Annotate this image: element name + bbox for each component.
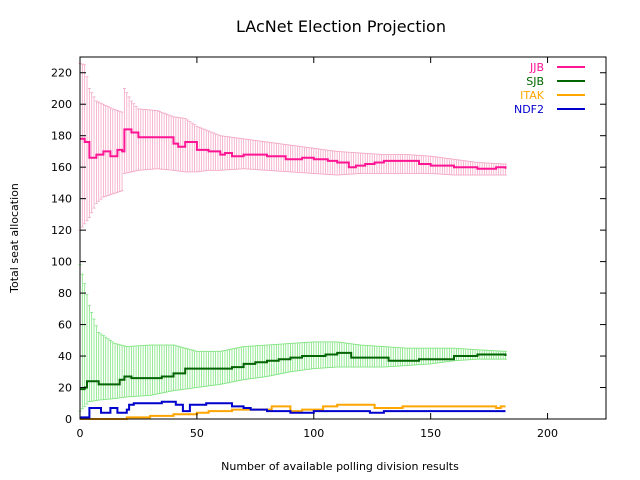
itak-series-line (80, 403, 506, 420)
y-tick-label: 160 (51, 161, 72, 174)
y-tick-label: 140 (51, 193, 72, 206)
x-tick-label: 100 (303, 427, 324, 440)
x-tick-label: 0 (77, 427, 84, 440)
series-lines-group (80, 128, 507, 420)
sjb-error-bars (78, 264, 507, 412)
y-tick-label: 180 (51, 130, 72, 143)
y-tick-label: 120 (51, 224, 72, 237)
y-tick-label: 0 (65, 413, 72, 426)
jjb-series-line (80, 128, 507, 170)
plot-frame (79, 56, 607, 420)
y-tick-label: 60 (58, 319, 72, 332)
x-axis-label: Number of available polling division res… (221, 460, 459, 473)
y-tick-label: 100 (51, 256, 72, 269)
chart-title: LAcNet Election Projection (236, 17, 446, 36)
y-tick-label: 80 (58, 287, 72, 300)
jjb-error-bars (78, 62, 507, 231)
legend-label-itak: ITAK (520, 89, 545, 102)
y-tick-label: 200 (51, 98, 72, 111)
y-tick-label: 20 (58, 382, 72, 395)
sjb-series-line (80, 351, 507, 391)
y-tick-label: 40 (58, 350, 72, 363)
y-tick-label: 220 (51, 67, 72, 80)
x-tick-label: 150 (420, 427, 441, 440)
ticks-group: 0 50 100 150 200 0 20 40 60 80 100 120 140 160 180 200 2… (51, 57, 606, 440)
legend-label-jjb: JJB (529, 61, 544, 74)
ndf2-series-line (80, 400, 506, 419)
legend-label-ndf2: NDF2 (514, 103, 544, 116)
y-axis-label: Total seat allocation (8, 183, 21, 294)
x-tick-label: 50 (190, 427, 204, 440)
x-tick-label: 200 (537, 427, 558, 440)
legend-label-sjb: SJB (526, 75, 544, 88)
